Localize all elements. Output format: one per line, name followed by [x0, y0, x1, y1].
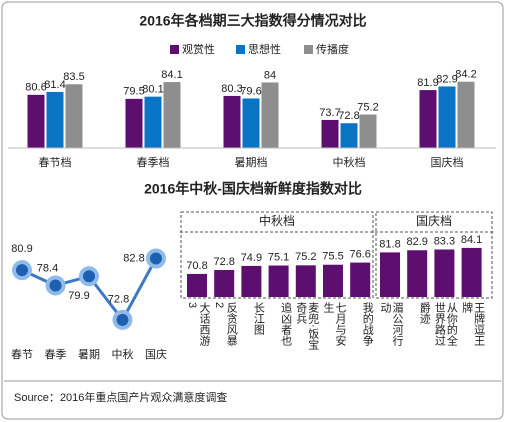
bar — [163, 82, 181, 148]
x-tick-label: 春节 — [11, 348, 33, 361]
data-label: 75.5 — [322, 251, 343, 263]
bar — [125, 98, 143, 148]
x-tick-label: 七月与安生 — [322, 302, 346, 346]
x-tick-label: 春节档 — [39, 155, 72, 169]
x-tick-label: 暑期档 — [235, 155, 268, 169]
bar — [268, 265, 289, 297]
bar — [241, 265, 262, 297]
data-label: 80.1 — [142, 84, 163, 96]
bar — [187, 273, 207, 297]
x-tick-label: 麦兜·饭宝奇兵 — [294, 302, 319, 350]
x-tick-label: 中秋 — [112, 347, 134, 361]
x-tick-label: 大话西游3 — [186, 302, 210, 346]
bar — [407, 250, 428, 297]
bar — [438, 86, 456, 148]
bar — [242, 98, 260, 148]
data-label: 70.8 — [186, 260, 207, 272]
bar — [323, 264, 343, 297]
legend-swatch — [304, 45, 313, 54]
bar — [350, 262, 371, 297]
data-label: 76.6 — [349, 248, 370, 260]
x-tick-label: 王牌逗王牌 — [460, 302, 485, 346]
bar — [434, 249, 455, 297]
bar — [27, 94, 45, 148]
x-tick-label: 反贪风暴2 — [213, 302, 238, 346]
data-label: 75.1 — [268, 251, 289, 263]
x-tick-label: 爵迹 — [418, 302, 431, 324]
bar — [295, 265, 316, 297]
data-label: 80.6 — [25, 82, 46, 94]
bar — [261, 82, 279, 148]
bar — [46, 91, 64, 148]
marker — [112, 309, 133, 330]
x-tick-label: 追凶者也 — [279, 302, 292, 346]
group-label: 国庆档 — [416, 214, 452, 228]
bar — [321, 119, 339, 148]
bar — [340, 123, 358, 148]
x-tick-label: 从你的全世界路过 — [433, 302, 458, 346]
data-label: 78.4 — [37, 262, 58, 274]
bar — [457, 81, 475, 148]
group-box — [375, 211, 493, 299]
bar — [419, 90, 437, 148]
data-label: 75.2 — [357, 101, 378, 113]
group-box — [180, 211, 374, 299]
legend-swatch — [170, 45, 179, 54]
bar — [359, 114, 377, 148]
chart-title: 2016年中秋-国庆档新鲜度指数对比 — [144, 181, 362, 197]
data-label: 84.2 — [455, 69, 476, 81]
data-label: 83.3 — [434, 235, 455, 247]
data-label: 72.8 — [338, 110, 359, 122]
source: Source：2016年重点国产片观众满意度调查 — [14, 390, 227, 404]
legend-label: 思想性 — [248, 42, 281, 56]
data-label: 84 — [264, 69, 276, 81]
data-label: 79.6 — [240, 85, 261, 97]
bar — [380, 252, 400, 297]
x-tick-label: 国庆 — [145, 347, 167, 361]
bar — [461, 247, 482, 297]
bar — [214, 270, 235, 297]
bar — [65, 84, 83, 148]
data-label: 82.9 — [406, 236, 427, 248]
x-tick-label: 湄公河行动 — [379, 302, 403, 346]
data-label: 73.7 — [319, 107, 340, 119]
marker — [146, 248, 166, 269]
x-tick-label: 中秋档 — [333, 155, 366, 169]
marker — [45, 275, 66, 296]
data-label: 80.3 — [221, 83, 242, 95]
data-label: 75.2 — [295, 251, 316, 263]
marker — [79, 266, 99, 287]
data-label: 83.5 — [63, 71, 84, 83]
marker — [12, 260, 32, 281]
data-label: 72.8 — [213, 256, 234, 268]
legend-swatch — [236, 45, 245, 54]
data-label: 82.9 — [436, 73, 457, 85]
x-tick-label: 春季档 — [137, 155, 170, 169]
data-label: 72.8 — [108, 294, 129, 306]
group-label: 中秋档 — [259, 213, 295, 228]
x-tick-label: 长江图 — [252, 302, 265, 335]
data-label: 84.1 — [461, 234, 482, 246]
x-tick-label: 国庆档 — [431, 155, 464, 169]
x-tick-label: 暑期 — [78, 348, 100, 361]
data-label: 74.9 — [241, 252, 262, 264]
chart-title: 2016年各档期三大指数得分情况对比 — [139, 13, 366, 29]
data-label: 81.9 — [417, 77, 438, 89]
data-label: 79.9 — [68, 290, 89, 302]
data-label: 80.9 — [11, 243, 32, 255]
legend-label: 观赏性 — [182, 42, 215, 56]
data-label: 84.1 — [161, 69, 182, 81]
data-label: 81.4 — [44, 79, 65, 91]
bar — [223, 95, 241, 148]
x-tick-label: 春季 — [45, 348, 67, 361]
data-label: 79.5 — [123, 86, 144, 98]
legend-label: 传播度 — [316, 42, 349, 56]
x-tick-label: 我的战争 — [361, 302, 374, 346]
data-label: 81.8 — [379, 238, 400, 250]
bar — [144, 96, 162, 148]
data-label: 82.8 — [123, 252, 144, 264]
